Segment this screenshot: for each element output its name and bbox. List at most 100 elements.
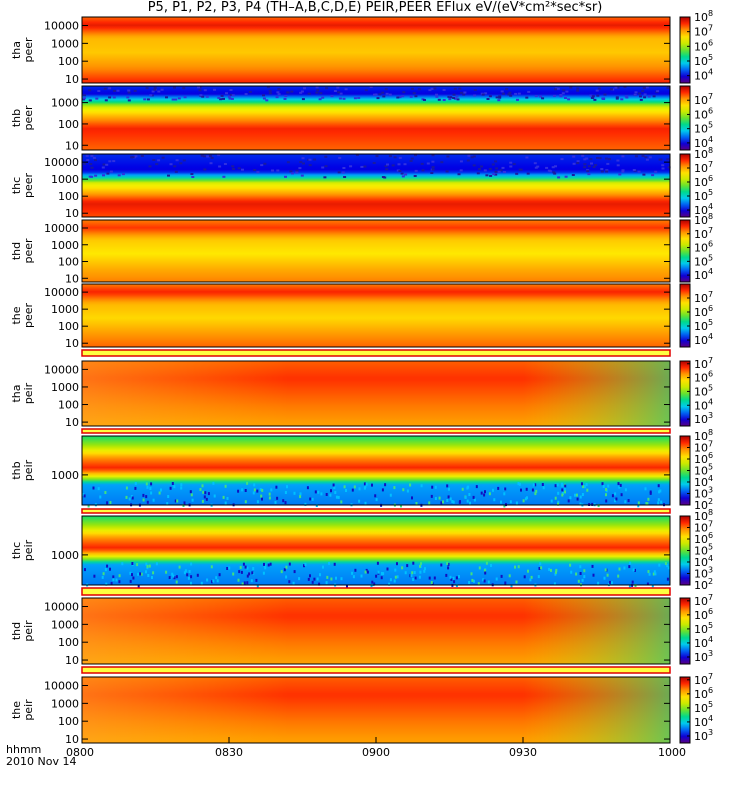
thb-peir-noise: [275, 485, 278, 489]
thb-peer-noise: [182, 87, 186, 90]
thb-peer-noise: [338, 97, 342, 100]
thb-peir-noise: [657, 498, 660, 502]
thc-peir-noise: [388, 582, 391, 586]
thb-peir-noise: [205, 497, 208, 501]
thb-peir-noise: [535, 489, 538, 493]
thc-peir-noise: [172, 574, 175, 578]
thc-peer-noise: [203, 168, 207, 171]
thc-peir-noise: [244, 565, 247, 569]
thb-peer-label-probe: thb: [10, 109, 23, 127]
thc-peer-noise: [105, 163, 109, 166]
thb-peer-noise: [414, 95, 418, 98]
thc-peer-noise: [223, 163, 227, 165]
thb-peir-noise: [351, 488, 354, 492]
thb-peer-noise: [95, 97, 99, 100]
thc-peer-ytick-label: 10000: [44, 156, 79, 169]
thc-peir-noise: [529, 578, 532, 582]
thc-peir-noise: [527, 569, 529, 573]
thc-peir-noise: [252, 567, 255, 570]
tha-peer-ytick-label: 1000: [51, 37, 79, 50]
thc-peir-noise: [151, 576, 153, 579]
the-peer-ytick-label: 100: [58, 320, 79, 333]
tha-peir-colorbar-label: 106: [694, 370, 713, 385]
thc-peer-ytick-label: 100: [58, 190, 79, 203]
thd-peir-frame: [81, 597, 671, 665]
thc-peer-label-probe: thc: [10, 177, 23, 194]
thc-peir-ytick-label: 1000: [51, 549, 79, 562]
thb-peer-noise: [173, 86, 176, 89]
thc-peer-noise: [94, 159, 97, 162]
time-tick-label: 0900: [362, 746, 390, 759]
thb-peir-noise: [191, 498, 194, 502]
thc-peir-noise: [495, 577, 498, 581]
thb-peer-noise: [277, 88, 281, 91]
tha-peir-ytick-label: 10: [65, 416, 79, 429]
thc-peer-noise: [583, 163, 587, 166]
thb-peir-noise: [358, 487, 361, 491]
thc-peir-noise: [517, 565, 520, 569]
tha-peir-label-probe: tha: [10, 384, 23, 402]
thb-peer-noise: [488, 95, 492, 98]
thb-peer-noise: [276, 91, 280, 94]
thc-peer-noise: [108, 160, 112, 163]
thb-peir-noise: [615, 497, 618, 501]
thc-peer-noise: [298, 167, 302, 170]
thb-peir-noise: [561, 488, 564, 492]
tha-peer-colorbar-label: 108: [694, 9, 713, 24]
thb-peir-noise: [145, 482, 148, 486]
thc-peir-noise: [184, 569, 187, 573]
thc-peer-noise: [385, 168, 389, 171]
thb-peir-noise: [583, 485, 586, 489]
the-peir-colorbar-label: 105: [694, 700, 713, 715]
thc-peir-noise: [569, 563, 572, 567]
thd-peer-frame: [81, 219, 671, 283]
thc-peir-frame: [81, 515, 671, 586]
thb-peir-noise: [174, 499, 177, 503]
thb-peer-noise: [157, 90, 161, 93]
thb-peer-noise: [266, 86, 270, 89]
thc-peer-noise: [338, 156, 342, 159]
thc-peer-noise: [648, 156, 652, 159]
thc-peer-noise: [576, 160, 580, 163]
thd-peir-colorbar-label: 103: [694, 649, 713, 664]
thb-peir-noise: [201, 484, 204, 488]
thc-peir-noise: [579, 565, 582, 569]
thb-peir-noise: [415, 502, 418, 505]
thc-peir-noise: [242, 562, 245, 566]
thb-peer-noise: [88, 99, 92, 102]
thc-peer-noise: [241, 168, 244, 171]
thb-peer-noise: [398, 96, 402, 99]
thb-peir-noise: [343, 485, 346, 489]
thb-peir-noise: [524, 497, 527, 501]
tha-peer-frame: [81, 16, 671, 84]
thc-peir-noise: [101, 575, 104, 579]
thb-peir-noise: [503, 492, 506, 496]
thb-peer-noise: [509, 94, 513, 97]
thb-peir-noise: [614, 492, 617, 496]
thc-peir-noise: [118, 580, 121, 584]
thb-peir-noise: [582, 485, 585, 489]
thb-peer-noise: [495, 96, 499, 99]
thc-peir-noise: [452, 576, 455, 580]
thc-peir-noise: [420, 562, 422, 566]
thb-peer-noise: [442, 99, 446, 101]
tha-peir-frame: [81, 360, 671, 427]
thc-peir-noise: [538, 567, 541, 570]
thb-peir-noise: [256, 500, 259, 504]
thc-peer-noise: [476, 172, 480, 175]
thc-peer-noise: [616, 164, 620, 167]
thb-peer-noise: [615, 97, 619, 100]
thc-peir-noise: [173, 576, 176, 580]
thc-peer-noise: [286, 161, 290, 164]
thb-peer-noise: [108, 96, 112, 99]
thc-peer-noise: [667, 166, 671, 169]
thb-peir-noise: [597, 504, 600, 508]
thc-peir-noise: [373, 582, 376, 586]
thc-peir-noise: [137, 572, 140, 576]
thc-peer-noise: [404, 173, 408, 176]
thc-peer-noise: [495, 167, 499, 170]
thb-peer-noise: [225, 92, 228, 95]
time-tick-label: 0830: [215, 746, 243, 759]
thb-peir-noise: [204, 491, 207, 495]
thb-peir-noise: [472, 495, 475, 499]
